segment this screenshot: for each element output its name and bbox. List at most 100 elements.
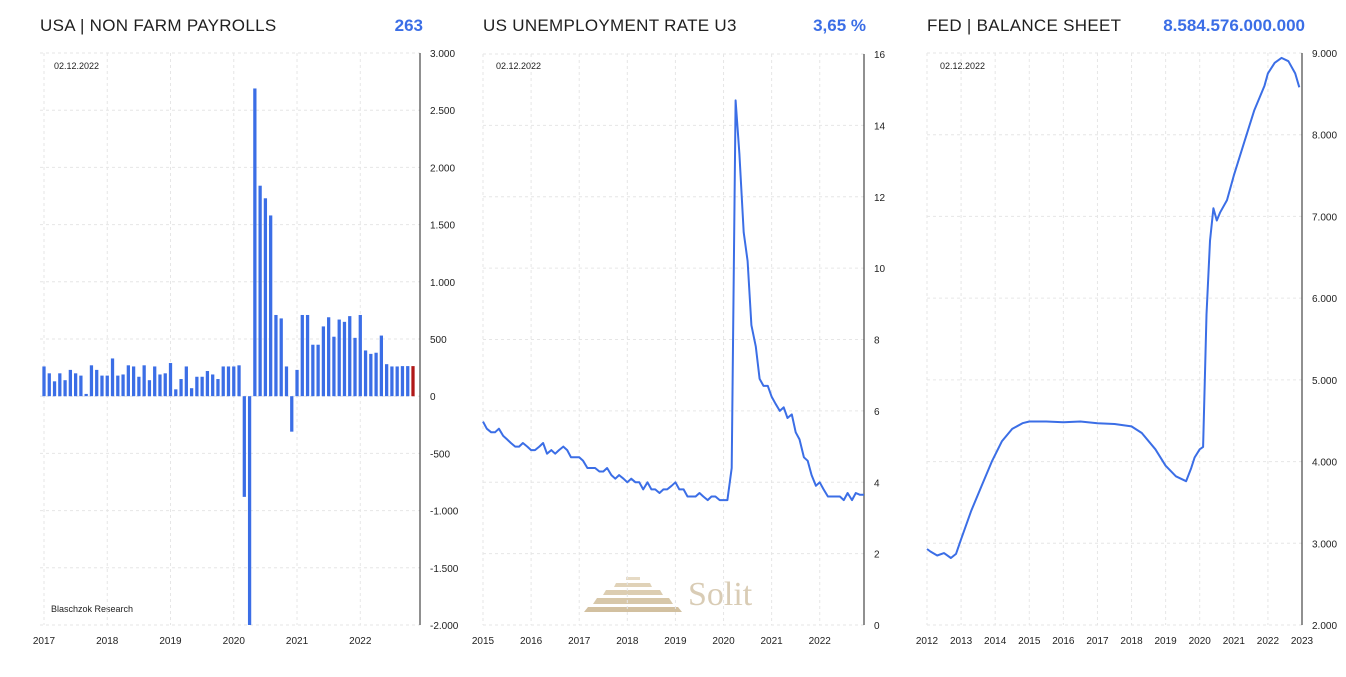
fed-balance-y-tick-label: 8.000 bbox=[1312, 131, 1337, 142]
unemployment-x-tick-label: 2017 bbox=[568, 636, 591, 647]
fed-balance-y-tick-label: 3.000 bbox=[1312, 539, 1337, 550]
unemployment-x-tick-label: 2016 bbox=[520, 636, 543, 647]
nfp-bar bbox=[253, 88, 257, 397]
unemployment-x-tick-label: 2022 bbox=[809, 636, 832, 647]
fed-balance-y-tick-label: 9.000 bbox=[1312, 49, 1337, 60]
nfp-bar bbox=[184, 366, 188, 397]
nfp-x-tick-label: 2020 bbox=[223, 636, 246, 647]
nfp-bar bbox=[395, 366, 399, 397]
nfp-y-tick-label: -500 bbox=[430, 449, 450, 460]
fed-balance-y-tick-label: 4.000 bbox=[1312, 458, 1337, 469]
nfp-bar bbox=[390, 366, 394, 397]
nfp-bar bbox=[147, 380, 152, 397]
nfp-bar bbox=[353, 337, 357, 397]
unemployment-y-tick-label: 2 bbox=[874, 550, 880, 561]
nfp-y-tick-label: 1.000 bbox=[430, 278, 455, 289]
nfp-bar bbox=[305, 314, 310, 397]
nfp-bar bbox=[84, 393, 88, 397]
nfp-bar bbox=[311, 344, 315, 397]
nfp-y-tick-label: 500 bbox=[430, 335, 447, 346]
nfp-bar bbox=[100, 375, 104, 397]
nfp-bar bbox=[221, 366, 225, 397]
unemployment-x-tick-label: 2020 bbox=[712, 636, 735, 647]
nfp-title: USA | NON FARM PAYROLLS bbox=[40, 16, 277, 35]
unemployment-y-tick-label: 6 bbox=[874, 407, 880, 418]
nfp-bar bbox=[295, 369, 299, 397]
nfp-y-tick-label: 1.500 bbox=[430, 221, 455, 232]
unemployment-y-tick-label: 16 bbox=[874, 50, 886, 61]
nfp-bar bbox=[411, 366, 415, 397]
nfp-x-tick-label: 2019 bbox=[159, 636, 182, 647]
nfp-date: 02.12.2022 bbox=[54, 61, 99, 71]
nfp-bar bbox=[121, 374, 125, 397]
nfp-y-tick-label: -1.500 bbox=[430, 564, 459, 575]
fed-balance-latest-value: 8.584.576.000.000 bbox=[1163, 16, 1305, 35]
unemployment-latest-value: 3,65 % bbox=[813, 16, 866, 35]
nfp-bar bbox=[284, 366, 289, 397]
nfp-bar bbox=[369, 353, 373, 397]
unemployment-series-line bbox=[482, 99, 864, 502]
nfp-x-tick-label: 2017 bbox=[33, 636, 56, 647]
solit-logo: Solit bbox=[584, 576, 753, 613]
nfp-y-tick-label: -1.000 bbox=[430, 507, 459, 518]
nfp-bar bbox=[279, 318, 283, 397]
fed-balance-x-tick-label: 2015 bbox=[1018, 636, 1041, 647]
nfp-bar bbox=[211, 374, 215, 397]
nfp-bar bbox=[95, 369, 99, 397]
nfp-x-tick-label: 2018 bbox=[96, 636, 119, 647]
nfp-bar bbox=[363, 350, 368, 397]
nfp-bar bbox=[400, 366, 405, 397]
fed-balance-y-tick-label: 5.000 bbox=[1312, 376, 1337, 387]
fed-balance-x-tick-label: 2016 bbox=[1052, 636, 1075, 647]
nfp-panel: USA | NON FARM PAYROLLS 263 bbox=[0, 0, 460, 677]
unemployment-x-tick-label: 2015 bbox=[472, 636, 495, 647]
nfp-x-tick-label: 2021 bbox=[286, 636, 309, 647]
unemployment-y-tick-label: 8 bbox=[874, 336, 880, 347]
fed-balance-x-tick-label: 2019 bbox=[1155, 636, 1178, 647]
unemployment-x-tick-label: 2019 bbox=[664, 636, 687, 647]
unemployment-panel: US UNEMPLOYMENT RATE U3 3,65 % bbox=[483, 16, 866, 35]
fed-balance-x-tick-label: 2018 bbox=[1120, 636, 1143, 647]
nfp-bar bbox=[163, 373, 167, 397]
nfp-bar bbox=[216, 379, 220, 397]
nfp-bar bbox=[327, 317, 331, 397]
nfp-y-tick-label: 3.000 bbox=[430, 49, 455, 60]
fed-balance-date: 02.12.2022 bbox=[940, 61, 985, 71]
nfp-bar bbox=[237, 365, 241, 397]
nfp-bar bbox=[137, 376, 141, 397]
nfp-bar bbox=[200, 376, 204, 397]
fed-balance-y-tick-label: 7.000 bbox=[1312, 212, 1337, 223]
fed-balance-y-tick-label: 2.000 bbox=[1312, 621, 1337, 632]
nfp-bar bbox=[58, 373, 62, 397]
unemployment-x-tick-label: 2018 bbox=[616, 636, 639, 647]
nfp-bar bbox=[174, 389, 178, 397]
nfp-bar bbox=[358, 314, 362, 397]
nfp-latest-value: 263 bbox=[394, 16, 423, 35]
fed-balance-title: FED | BALANCE SHEET bbox=[927, 16, 1122, 35]
nfp-bar bbox=[168, 363, 173, 397]
nfp-bar bbox=[342, 321, 347, 397]
nfp-bar bbox=[153, 366, 157, 397]
watermark-text: Solit bbox=[688, 576, 753, 613]
fed-balance-x-tick-label: 2023 bbox=[1291, 636, 1314, 647]
nfp-bar bbox=[226, 366, 231, 397]
fed-balance-y-tick-label: 6.000 bbox=[1312, 294, 1337, 305]
nfp-x-tick-label: 2022 bbox=[349, 636, 372, 647]
nfp-bar bbox=[195, 376, 199, 397]
nfp-bar bbox=[247, 396, 252, 625]
nfp-bar bbox=[332, 336, 336, 397]
nfp-bar bbox=[73, 373, 78, 397]
nfp-bar bbox=[263, 198, 268, 397]
nfp-bar bbox=[110, 358, 115, 397]
nfp-bar bbox=[274, 314, 278, 397]
nfp-bar bbox=[406, 366, 410, 397]
nfp-bar bbox=[68, 369, 72, 397]
nfp-bar bbox=[374, 352, 378, 397]
fed-balance-x-tick-label: 2021 bbox=[1223, 636, 1246, 647]
nfp-bar bbox=[316, 344, 320, 397]
fed-balance-x-tick-label: 2012 bbox=[916, 636, 939, 647]
unemployment-y-tick-label: 0 bbox=[874, 621, 880, 632]
nfp-bar bbox=[142, 365, 146, 397]
